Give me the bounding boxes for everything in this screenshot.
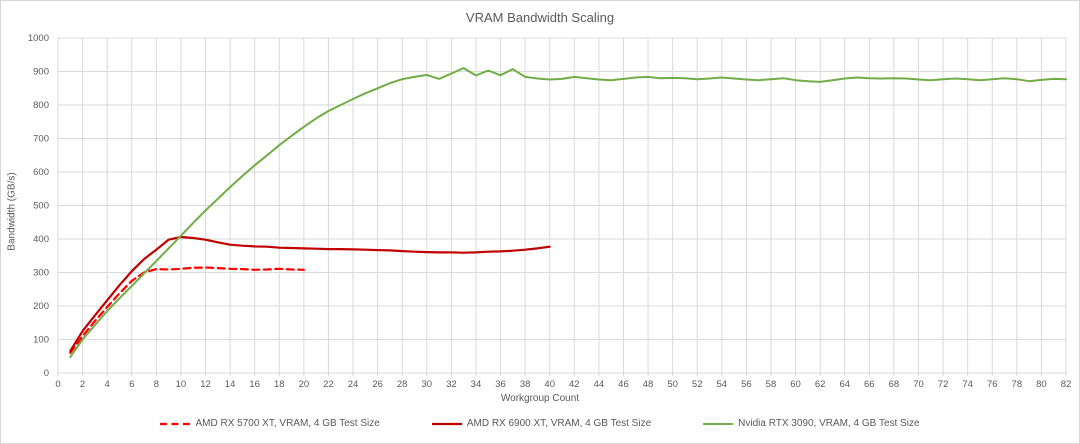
legend-label: Nvidia RTX 3090, VRAM, 4 GB Test Size [738,418,920,429]
legend-item-0: AMD RX 5700 XT, VRAM, 4 GB Test Size [160,418,380,429]
legend-label: AMD RX 6900 XT, VRAM, 4 GB Test Size [466,418,652,429]
x-tick-label: 74 [962,379,973,390]
x-tick-label: 52 [692,379,703,390]
x-tick-label: 82 [1061,379,1072,390]
x-tick-label: 44 [594,379,605,390]
x-tick-label: 24 [348,379,359,390]
y-tick-label: 300 [33,268,49,279]
x-tick-label: 56 [741,379,752,390]
legend-item-2: Nvidia RTX 3090, VRAM, 4 GB Test Size [703,418,920,429]
x-tick-label: 28 [397,379,408,390]
legend-item-1: AMD RX 6900 XT, VRAM, 4 GB Test Size [431,418,652,429]
series-line-1 [69,235,551,352]
y-tick-label: 700 [33,134,49,145]
x-tick-label: 42 [569,379,580,390]
x-tick-label: 18 [274,379,285,390]
series-line-2 [69,67,1067,358]
x-tick-label: 76 [987,379,998,390]
x-tick-label: 46 [618,379,629,390]
legend-line-sample [703,422,734,425]
x-tick-label: 4 [105,379,110,390]
x-tick-label: 80 [1036,379,1047,390]
x-tick-label: 62 [815,379,826,390]
y-tick-label: 100 [33,335,49,346]
chart-title: VRAM Bandwidth Scaling [465,10,615,25]
x-tick-label: 14 [225,379,236,390]
x-tick-label: 66 [864,379,875,390]
x-tick-label: 40 [544,379,555,390]
legend-line-sample [160,422,191,425]
x-tick-label: 58 [766,379,777,390]
x-tick-label: 72 [938,379,949,390]
y-tick-label: 500 [33,201,49,212]
y-tick-label: 900 [33,67,49,78]
y-tick-label: 0 [44,368,49,379]
x-tick-label: 38 [520,379,531,390]
x-tick-label: 30 [421,379,432,390]
legend-label: AMD RX 5700 XT, VRAM, 4 GB Test Size [195,418,380,429]
x-tick-label: 60 [790,379,801,390]
legend-line-sample [431,422,462,425]
x-tick-label: 10 [176,379,187,390]
data-series [69,67,1067,358]
series-line-0 [69,266,305,354]
x-tick-label: 50 [667,379,678,390]
x-tick-label: 70 [913,379,924,390]
x-tick-label: 48 [643,379,654,390]
y-tick-label: 400 [33,234,49,245]
x-tick-label: 20 [299,379,310,390]
plot-border [57,37,1067,374]
x-tick-label: 32 [446,379,457,390]
y-tick-label: 800 [33,100,49,111]
x-tick-label: 8 [154,379,159,390]
x-tick-label: 36 [495,379,506,390]
y-tick-label: 1000 [28,33,49,44]
x-tick-label: 2 [80,379,85,390]
x-tick-label: 12 [200,379,211,390]
x-tick-label: 34 [471,379,482,390]
x-tick-label: 68 [889,379,900,390]
x-tick-label: 16 [249,379,260,390]
x-tick-label: 26 [372,379,383,390]
x-tick-label: 0 [55,379,60,390]
y-tick-label: 200 [33,301,49,312]
x-tick-label: 22 [323,379,334,390]
legend: AMD RX 5700 XT, VRAM, 4 GB Test Size AMD … [1,418,1079,429]
x-tick-label: 54 [717,379,728,390]
x-axis-title: Workgroup Count [500,393,580,404]
x-tick-label: 78 [1012,379,1023,390]
x-tick-label: 64 [839,379,850,390]
y-tick-label: 600 [33,167,49,178]
x-tick-label: 6 [129,379,134,390]
